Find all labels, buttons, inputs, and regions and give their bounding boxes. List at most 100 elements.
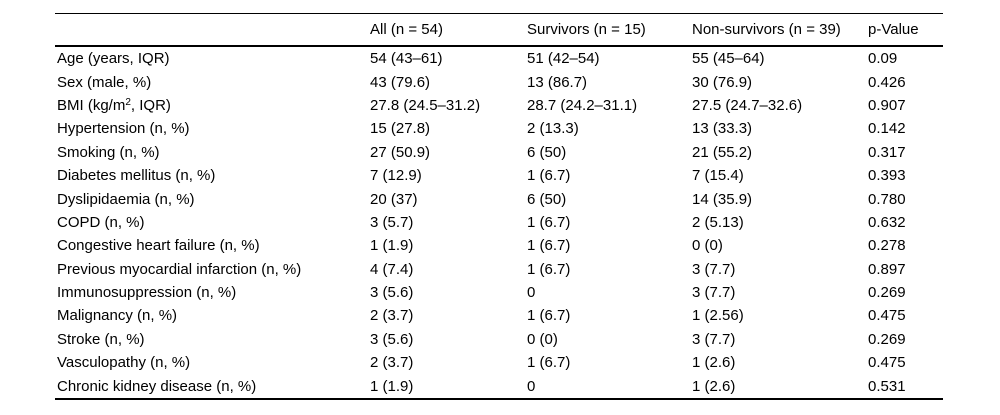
table-row: Vasculopathy (n, %) 2 (3.7) 1 (6.7) 1 (2.6… <box>55 351 943 374</box>
value-cell: 0.897 <box>868 260 906 278</box>
value-cell: 1 (6.7) <box>527 237 571 255</box>
row-label-cell: Chronic kidney disease (n, %) <box>55 374 370 398</box>
row-label-pre: Immunosuppression (n, %) <box>57 284 237 302</box>
value-cell: 0.426 <box>868 73 906 91</box>
patient-characteristics-table: All (n = 54) Survivors (n = 15) Non-surviv… <box>55 13 943 400</box>
value-cell: 1 (6.7) <box>527 260 571 278</box>
value-cell: 1 (1.9) <box>370 377 414 395</box>
value-cell: 27 (50.9) <box>370 143 431 161</box>
row-label-cell: Previous myocardial infarction (n, %) <box>55 258 370 281</box>
row-label-pre: Stroke (n, %) <box>57 330 145 348</box>
value-cell: 1 (6.7) <box>527 167 571 185</box>
table-row: Congestive heart failure (n, %) 1 (1.9) 1… <box>55 234 943 257</box>
row-label-pre: Sex (male, %) <box>57 73 152 91</box>
value-cell: 2 (5.13) <box>692 213 744 231</box>
value-cell: 0.269 <box>868 284 906 302</box>
value-cell: 0 (0) <box>692 237 723 255</box>
value-cell: 2 (3.7) <box>370 307 414 325</box>
row-label-pre: Chronic kidney disease (n, %) <box>57 377 257 395</box>
header-row: All (n = 54) Survivors (n = 15) Non-surviv… <box>55 13 943 47</box>
data-table: All (n = 54) Survivors (n = 15) Non-surviv… <box>55 13 943 400</box>
value-cell: 0.278 <box>868 237 906 255</box>
table-row: COPD (n, %) 3 (5.7) 1 (6.7) 2 (5.13) 0.632 <box>55 211 943 234</box>
value-cell: 0.632 <box>868 213 906 231</box>
row-label-superscript: 2 <box>125 97 131 109</box>
column-header: Non-survivors (n = 39) <box>692 13 868 47</box>
row-label-pre: Previous myocardial infarction (n, %) <box>57 260 302 278</box>
table-row: Dyslipidaemia (n, %) 20 (37) 6 (50) 14 (35… <box>55 187 943 210</box>
value-cell: 0.531 <box>868 377 906 395</box>
row-label-cell: Malignancy (n, %) <box>55 304 370 327</box>
table-row: Malignancy (n, %) 2 (3.7) 1 (6.7) 1 (2.56)… <box>55 304 943 327</box>
value-cell: 27.8 (24.5–31.2) <box>370 96 481 114</box>
row-label-cell: Immunosuppression (n, %) <box>55 281 370 304</box>
table-row: Hypertension (n, %) 15 (27.8) 2 (13.3) 13 … <box>55 117 943 140</box>
row-label-cell: BMI (kg/m2, IQR) <box>55 94 370 117</box>
value-cell: 0.780 <box>868 190 906 208</box>
row-label-cell: Age (years, IQR) <box>55 46 370 70</box>
row-label-cell: Hypertension (n, %) <box>55 117 370 140</box>
value-cell: 2 (3.7) <box>370 354 414 372</box>
row-label-pre: Malignancy (n, %) <box>57 307 178 325</box>
table-row: Immunosuppression (n, %) 3 (5.6) 0 3 (7.7)… <box>55 281 943 304</box>
column-header <box>55 13 370 47</box>
value-cell: 1 (6.7) <box>527 354 571 372</box>
value-cell: 0 (0) <box>527 330 558 348</box>
value-cell: 0.09 <box>868 50 898 68</box>
column-header: All (n = 54) <box>370 13 527 47</box>
value-cell: 20 (37) <box>370 190 418 208</box>
value-cell: 7 (12.9) <box>370 167 422 185</box>
value-cell: 0.907 <box>868 96 906 114</box>
row-label-cell: Diabetes mellitus (n, %) <box>55 164 370 187</box>
table-row: Sex (male, %) 43 (79.6) 13 (86.7) 30 (76.9… <box>55 70 943 93</box>
value-cell: 55 (45–64) <box>692 50 765 68</box>
value-cell: 0 <box>527 377 536 395</box>
value-cell: 21 (55.2) <box>692 143 753 161</box>
value-cell: 13 (33.3) <box>692 120 753 138</box>
table-row: BMI (kg/m2, IQR) 27.8 (24.5–31.2) 28.7 (2… <box>55 94 943 117</box>
value-cell: 1 (6.7) <box>527 307 571 325</box>
row-label-pre: Congestive heart failure (n, %) <box>57 237 260 255</box>
value-cell: 6 (50) <box>527 190 567 208</box>
table-row: Smoking (n, %) 27 (50.9) 6 (50) 21 (55.2) 0… <box>55 141 943 164</box>
value-cell: 1 (2.6) <box>692 354 736 372</box>
value-cell: 15 (27.8) <box>370 120 431 138</box>
table-row: Stroke (n, %) 3 (5.6) 0 (0) 3 (7.7) 0.269 <box>55 328 943 351</box>
row-label-pre: BMI (kg/m <box>57 96 126 114</box>
row-label-cell: Vasculopathy (n, %) <box>55 351 370 374</box>
table-row: Chronic kidney disease (n, %) 1 (1.9) 0 1 … <box>55 374 943 398</box>
value-cell: 30 (76.9) <box>692 73 753 91</box>
value-cell: 54 (43–61) <box>370 50 443 68</box>
value-cell: 0.475 <box>868 354 906 372</box>
value-cell: 3 (5.6) <box>370 284 414 302</box>
row-label-cell: COPD (n, %) <box>55 211 370 234</box>
row-label-cell: Dyslipidaemia (n, %) <box>55 187 370 210</box>
value-cell: 27.5 (24.7–32.6) <box>692 96 803 114</box>
value-cell: 3 (5.7) <box>370 213 414 231</box>
value-cell: 1 (1.9) <box>370 237 414 255</box>
value-cell: 0.142 <box>868 120 906 138</box>
value-cell: 3 (7.7) <box>692 260 736 278</box>
value-cell: 14 (35.9) <box>692 190 753 208</box>
row-label-pre: Dyslipidaemia (n, %) <box>57 190 195 208</box>
column-header: Survivors (n = 15) <box>527 13 692 47</box>
value-cell: 13 (86.7) <box>527 73 588 91</box>
value-cell: 2 (13.3) <box>527 120 579 138</box>
value-cell: 4 (7.4) <box>370 260 414 278</box>
table-row: Diabetes mellitus (n, %) 7 (12.9) 1 (6.7)… <box>55 164 943 187</box>
value-cell: 0.475 <box>868 307 906 325</box>
table-row: Age (years, IQR) 54 (43–61) 51 (42–54) 55 … <box>55 46 943 70</box>
value-cell: 3 (7.7) <box>692 330 736 348</box>
value-cell: 28.7 (24.2–31.1) <box>527 96 638 114</box>
row-label-pre: Hypertension (n, %) <box>57 120 190 138</box>
value-cell: 3 (7.7) <box>692 284 736 302</box>
row-label-cell: Sex (male, %) <box>55 70 370 93</box>
value-cell: 1 (2.6) <box>692 377 736 395</box>
table-body: Age (years, IQR) 54 (43–61) 51 (42–54) 55 … <box>55 46 943 399</box>
value-cell: 0.317 <box>868 143 906 161</box>
value-cell: 0 <box>527 284 536 302</box>
column-header: p-Value <box>868 13 943 47</box>
value-cell: 3 (5.6) <box>370 330 414 348</box>
row-label-cell: Smoking (n, %) <box>55 141 370 164</box>
row-label-cell: Stroke (n, %) <box>55 328 370 351</box>
